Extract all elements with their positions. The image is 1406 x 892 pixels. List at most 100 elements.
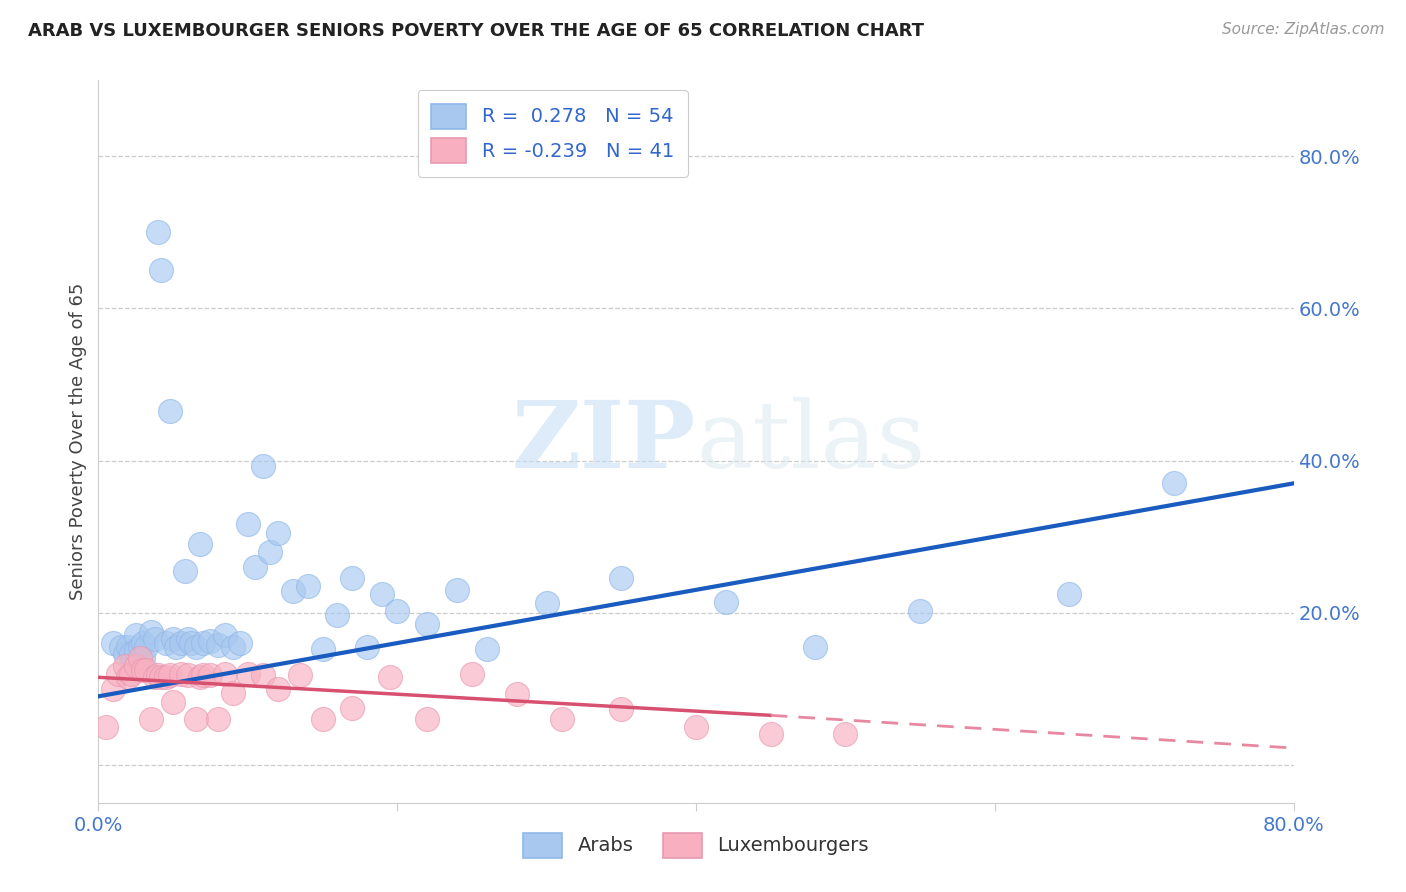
- Point: [356, 640, 378, 654]
- Point: [117, 640, 139, 654]
- Point: [610, 571, 633, 585]
- Point: [252, 668, 274, 682]
- Point: [200, 668, 222, 682]
- Point: [125, 643, 148, 657]
- Point: [267, 525, 290, 540]
- Point: [177, 632, 200, 647]
- Legend: Arabs, Luxembourgers: Arabs, Luxembourgers: [516, 825, 876, 865]
- Y-axis label: Seniors Poverty Over the Age of 65: Seniors Poverty Over the Age of 65: [69, 283, 87, 600]
- Text: Source: ZipAtlas.com: Source: ZipAtlas.com: [1222, 22, 1385, 37]
- Point: [475, 642, 498, 657]
- Point: [132, 636, 155, 650]
- Point: [125, 628, 148, 642]
- Point: [191, 668, 214, 682]
- Point: [120, 648, 142, 662]
- Point: [135, 663, 157, 677]
- Point: [461, 666, 484, 681]
- Point: [506, 687, 529, 701]
- Point: [103, 681, 125, 696]
- Text: ZIP: ZIP: [512, 397, 696, 486]
- Point: [139, 712, 162, 726]
- Point: [155, 670, 177, 684]
- Point: [191, 636, 214, 650]
- Point: [150, 263, 173, 277]
- Point: [114, 659, 136, 673]
- Point: [908, 604, 931, 618]
- Point: [214, 666, 236, 681]
- Point: [143, 670, 166, 684]
- Point: [267, 681, 290, 696]
- Point: [165, 640, 187, 654]
- Point: [236, 666, 259, 681]
- Point: [385, 604, 409, 618]
- Point: [150, 670, 173, 684]
- Point: [1059, 587, 1081, 601]
- Point: [148, 226, 170, 240]
- Point: [342, 571, 364, 585]
- Point: [207, 712, 229, 726]
- Point: [245, 560, 267, 574]
- Point: [114, 648, 136, 662]
- Point: [177, 668, 200, 682]
- Point: [288, 668, 311, 682]
- Point: [184, 640, 207, 654]
- Point: [94, 720, 117, 734]
- Point: [188, 670, 211, 684]
- Point: [759, 727, 782, 741]
- Point: [281, 584, 304, 599]
- Point: [342, 700, 364, 714]
- Point: [188, 537, 211, 551]
- Point: [103, 636, 125, 650]
- Point: [804, 640, 827, 654]
- Point: [714, 595, 737, 609]
- Point: [371, 587, 394, 601]
- Point: [184, 712, 207, 726]
- Point: [326, 607, 349, 622]
- Point: [1163, 476, 1185, 491]
- Text: atlas: atlas: [696, 397, 925, 486]
- Point: [536, 596, 558, 610]
- Point: [117, 670, 139, 684]
- Point: [610, 702, 633, 716]
- Point: [132, 663, 155, 677]
- Point: [834, 727, 856, 741]
- Point: [174, 564, 197, 578]
- Point: [162, 632, 184, 647]
- Point: [129, 651, 152, 665]
- Point: [229, 636, 252, 650]
- Point: [120, 666, 142, 681]
- Point: [207, 639, 229, 653]
- Point: [416, 712, 439, 726]
- Point: [169, 636, 191, 650]
- Point: [110, 640, 132, 654]
- Point: [139, 624, 162, 639]
- Point: [252, 458, 274, 473]
- Point: [155, 636, 177, 650]
- Point: [180, 636, 202, 650]
- Point: [143, 632, 166, 647]
- Point: [222, 640, 245, 654]
- Point: [135, 640, 157, 654]
- Point: [107, 666, 129, 681]
- Point: [162, 695, 184, 709]
- Point: [311, 642, 333, 657]
- Point: [200, 633, 222, 648]
- Point: [259, 545, 281, 559]
- Text: ARAB VS LUXEMBOURGER SENIORS POVERTY OVER THE AGE OF 65 CORRELATION CHART: ARAB VS LUXEMBOURGER SENIORS POVERTY OVE…: [28, 22, 924, 40]
- Point: [148, 668, 170, 682]
- Point: [297, 579, 319, 593]
- Point: [236, 516, 259, 531]
- Point: [129, 640, 152, 654]
- Point: [446, 582, 468, 597]
- Point: [550, 712, 572, 726]
- Point: [416, 617, 439, 632]
- Point: [214, 628, 236, 642]
- Point: [159, 404, 181, 418]
- Point: [159, 668, 181, 682]
- Point: [125, 659, 148, 673]
- Point: [311, 712, 333, 726]
- Point: [685, 720, 707, 734]
- Point: [132, 651, 155, 665]
- Point: [378, 670, 401, 684]
- Point: [222, 685, 245, 699]
